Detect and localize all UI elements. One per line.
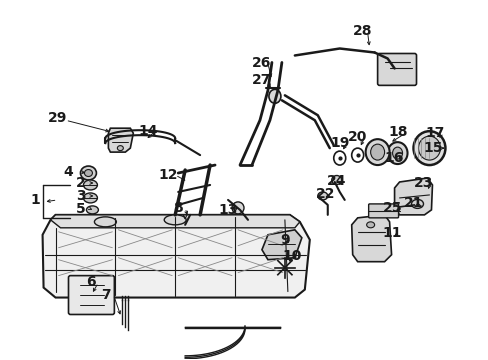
Text: 19: 19 — [329, 136, 349, 150]
Ellipse shape — [81, 166, 96, 180]
Text: 26: 26 — [252, 57, 271, 71]
FancyBboxPatch shape — [377, 54, 416, 85]
Ellipse shape — [387, 142, 407, 164]
Text: 12: 12 — [158, 168, 178, 182]
Text: 5: 5 — [76, 202, 85, 216]
Ellipse shape — [366, 222, 374, 228]
Text: 2: 2 — [76, 176, 85, 190]
Text: 25: 25 — [382, 201, 402, 215]
Polygon shape — [50, 215, 299, 228]
Ellipse shape — [117, 146, 123, 150]
Ellipse shape — [365, 139, 389, 165]
Text: 8: 8 — [173, 201, 183, 215]
Text: 29: 29 — [48, 111, 67, 125]
Text: 9: 9 — [280, 233, 289, 247]
Text: 3: 3 — [76, 189, 85, 203]
Text: 15: 15 — [423, 141, 442, 155]
FancyBboxPatch shape — [68, 276, 114, 315]
Text: 1: 1 — [31, 193, 41, 207]
Ellipse shape — [392, 147, 402, 159]
Ellipse shape — [232, 202, 244, 214]
Ellipse shape — [164, 215, 186, 225]
Polygon shape — [42, 215, 309, 298]
Ellipse shape — [317, 192, 327, 200]
Text: 13: 13 — [218, 203, 237, 217]
Ellipse shape — [83, 180, 97, 190]
Text: 10: 10 — [282, 249, 301, 263]
Polygon shape — [262, 230, 301, 260]
Text: 16: 16 — [384, 151, 404, 165]
Text: 24: 24 — [326, 174, 346, 188]
FancyBboxPatch shape — [368, 204, 398, 218]
Ellipse shape — [83, 193, 97, 203]
Text: 17: 17 — [425, 126, 444, 140]
Polygon shape — [351, 215, 391, 262]
Ellipse shape — [370, 144, 384, 160]
Text: 21: 21 — [403, 196, 423, 210]
Ellipse shape — [413, 131, 445, 165]
Ellipse shape — [331, 176, 341, 184]
Ellipse shape — [411, 199, 423, 208]
Text: 27: 27 — [252, 73, 271, 87]
Text: 14: 14 — [138, 124, 158, 138]
Text: 11: 11 — [382, 226, 402, 240]
Text: 28: 28 — [352, 23, 372, 37]
Ellipse shape — [418, 136, 440, 160]
Text: 22: 22 — [315, 187, 335, 201]
Text: 20: 20 — [347, 130, 366, 144]
Polygon shape — [108, 128, 133, 152]
Text: 18: 18 — [388, 125, 407, 139]
Text: 23: 23 — [413, 176, 432, 190]
Ellipse shape — [84, 170, 92, 176]
Ellipse shape — [94, 217, 116, 227]
Text: 4: 4 — [63, 165, 73, 179]
Text: 6: 6 — [85, 275, 95, 289]
Text: 7: 7 — [102, 288, 111, 302]
Polygon shape — [394, 178, 431, 215]
Ellipse shape — [86, 206, 98, 214]
Ellipse shape — [268, 89, 280, 103]
